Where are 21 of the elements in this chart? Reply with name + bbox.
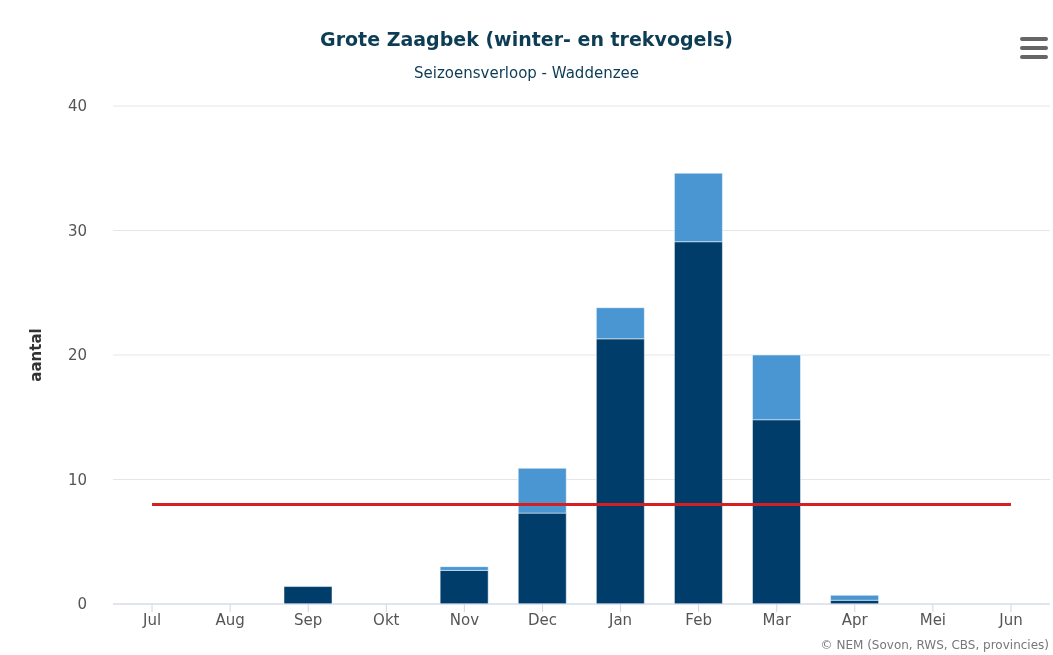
x-tick-label: Apr — [841, 610, 869, 629]
y-tick-label: 20 — [67, 346, 87, 365]
x-tick-label: Feb — [685, 610, 712, 629]
text: © NEM (Sovon, RWS, CBS, provincies) — [820, 638, 1049, 652]
y-tick-label: 30 — [67, 221, 87, 240]
x-tick-label: Jun — [998, 610, 1023, 629]
y-tick-label: 40 — [67, 97, 87, 116]
x-tick-label: Aug — [215, 610, 245, 629]
x-tick-label: Sep — [294, 610, 323, 629]
x-tick-label: Mar — [762, 610, 792, 629]
y-tick-label: 10 — [67, 470, 87, 489]
x-tick-label: Okt — [373, 610, 400, 629]
chart-title: Grote Zaagbek (winter- en trekvogels) — [319, 28, 734, 50]
x-tick-label: Dec — [527, 610, 557, 629]
x-tick-label: Nov — [449, 610, 480, 629]
y-tick-label: 0 — [77, 595, 87, 614]
x-tick-label: Jan — [607, 610, 633, 629]
x-tick-label: Jul — [141, 610, 162, 629]
y-axis-title: aantal — [27, 328, 45, 382]
x-tick-label: Mei — [919, 610, 947, 629]
chart-subtitle: Seizoensverloop - Waddenzee — [413, 64, 640, 82]
